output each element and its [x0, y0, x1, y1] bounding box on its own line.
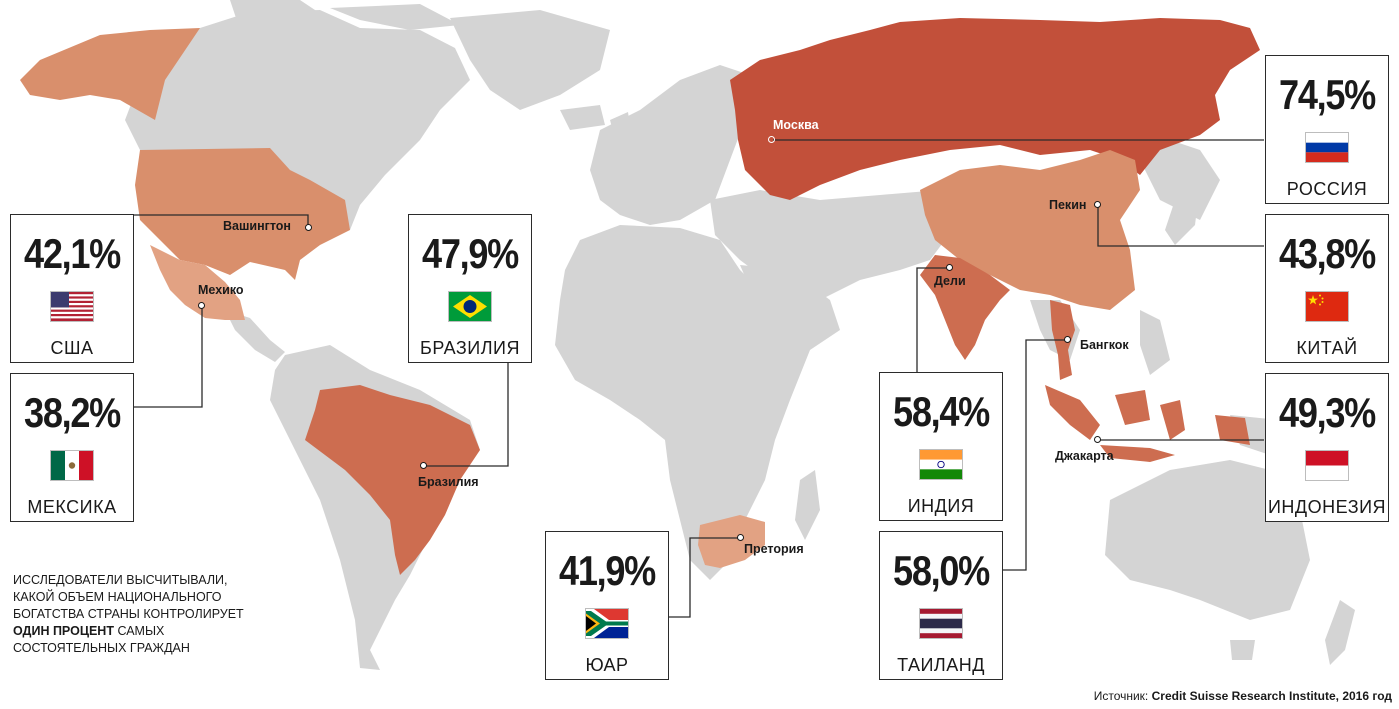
note-emphasis: один процент — [13, 624, 114, 638]
delhi-marker — [946, 264, 953, 271]
mexico-city-marker — [198, 302, 205, 309]
value-mexico: 38,2% — [24, 389, 121, 436]
city-label-bangkok: Бангкок — [1080, 338, 1129, 352]
source-name: Credit Suisse Research Institute, 2016 г… — [1151, 689, 1392, 703]
india-leader — [916, 267, 950, 372]
russia-territory — [730, 18, 1260, 200]
country-indonesia: ИНДОНЕЗИЯ — [1267, 497, 1387, 517]
indonesia-territory — [1045, 385, 1250, 462]
iceland — [560, 105, 605, 130]
thailand-leader — [1000, 339, 1068, 571]
country-russia: РОССИЯ — [1286, 179, 1368, 199]
usa-territory — [135, 148, 350, 280]
callout-india: 58,4% ИНДИЯ — [879, 372, 1003, 521]
flag-indonesia-icon — [1305, 450, 1349, 481]
india-territory — [920, 255, 1010, 360]
flag-mexico-icon — [50, 450, 94, 481]
highlighted-countries — [20, 18, 1260, 575]
country-usa: США — [50, 338, 94, 358]
alaska — [20, 28, 200, 120]
country-thailand: ТАИЛАНД — [897, 655, 985, 675]
methodology-note: Исследователи высчитывали, какой объем н… — [13, 572, 253, 657]
usa-leader — [134, 214, 309, 228]
callout-indonesia: 49,3% ИНДОНЕЗИЯ — [1265, 373, 1389, 522]
japan — [1165, 170, 1200, 245]
value-indonesia: 49,3% — [1279, 389, 1376, 436]
brazil-leader — [425, 362, 509, 467]
note-text-after: самых состоятельных граждан — [13, 624, 190, 655]
city-label-pretoria: Претория — [744, 542, 804, 556]
country-mexico: МЕКСИКА — [27, 497, 117, 517]
africa — [555, 225, 810, 580]
city-label-brasilia: Бразилия — [418, 475, 479, 489]
china-territory — [920, 150, 1140, 310]
flag-china-icon — [1305, 291, 1349, 322]
arabia — [740, 265, 840, 350]
sa-leader — [660, 537, 740, 618]
madagascar — [795, 470, 820, 540]
callout-south-africa: 41,9% ЮАР — [545, 531, 669, 680]
pretoria-marker — [737, 534, 744, 541]
value-usa: 42,1% — [24, 230, 121, 277]
flag-india-icon — [919, 449, 963, 480]
brasilia-marker — [420, 462, 427, 469]
callout-china: 43,8% КИТАЙ — [1265, 214, 1389, 363]
country-china: КИТАЙ — [1296, 338, 1358, 358]
callout-mexico: 38,2% МЕКСИКА — [10, 373, 134, 522]
uk — [610, 112, 632, 150]
europe — [590, 65, 750, 225]
flag-russia-icon — [1305, 132, 1349, 163]
beijing-marker — [1094, 201, 1101, 208]
callout-usa: 42,1% США — [10, 214, 134, 363]
note-text-before: Исследователи высчитывали, какой объем н… — [13, 573, 244, 621]
greenland — [450, 10, 610, 110]
city-label-beijing: Пекин — [1049, 198, 1087, 212]
country-brazil: БРАЗИЛИЯ — [420, 338, 520, 358]
canada-islands — [230, 0, 460, 40]
value-china: 43,8% — [1279, 230, 1376, 277]
washington-marker — [305, 224, 312, 231]
value-brazil: 47,9% — [422, 230, 519, 277]
callout-brazil: 47,9% БРАЗИЛИЯ — [408, 214, 532, 363]
city-label-delhi: Дели — [934, 274, 966, 288]
callout-russia: 74,5% РОССИЯ — [1265, 55, 1389, 204]
brazil-territory — [305, 385, 480, 575]
value-india: 58,4% — [893, 388, 990, 435]
mexico-territory — [150, 245, 245, 320]
flag-thailand-icon — [919, 608, 963, 639]
city-label-washington: Вашингтон — [223, 219, 291, 233]
canada-landmass — [125, 10, 470, 230]
land-masses — [125, 0, 1355, 670]
value-russia: 74,5% — [1279, 71, 1376, 118]
australia — [1105, 460, 1310, 620]
source-label: Источник: — [1093, 689, 1149, 703]
flag-south-africa-icon — [585, 608, 629, 639]
china-leader — [1097, 205, 1264, 247]
flag-usa-icon — [50, 291, 94, 322]
callout-thailand: 58,0% ТАИЛАНД — [879, 531, 1003, 680]
new-zealand — [1325, 600, 1355, 665]
source-credit: Источник: Credit Suisse Research Institu… — [1094, 689, 1392, 703]
tasmania — [1230, 640, 1255, 660]
mexico-leader — [134, 306, 203, 408]
city-label-jakarta: Джакарта — [1055, 449, 1114, 463]
city-label-moscow: Москва — [773, 118, 819, 132]
city-label-mexico: Мехико — [198, 283, 244, 297]
flag-brazil-icon — [448, 291, 492, 322]
country-india: ИНДИЯ — [907, 496, 975, 516]
south-africa-territory — [698, 515, 765, 568]
bangkok-marker — [1064, 336, 1071, 343]
jakarta-marker — [1094, 436, 1101, 443]
moscow-marker — [768, 136, 775, 143]
central-america — [225, 310, 285, 362]
value-sa: 41,9% — [559, 547, 656, 594]
value-thailand: 58,0% — [893, 547, 990, 594]
philippines — [1140, 310, 1170, 375]
leader-lines — [134, 139, 1264, 618]
country-sa: ЮАР — [585, 655, 629, 675]
